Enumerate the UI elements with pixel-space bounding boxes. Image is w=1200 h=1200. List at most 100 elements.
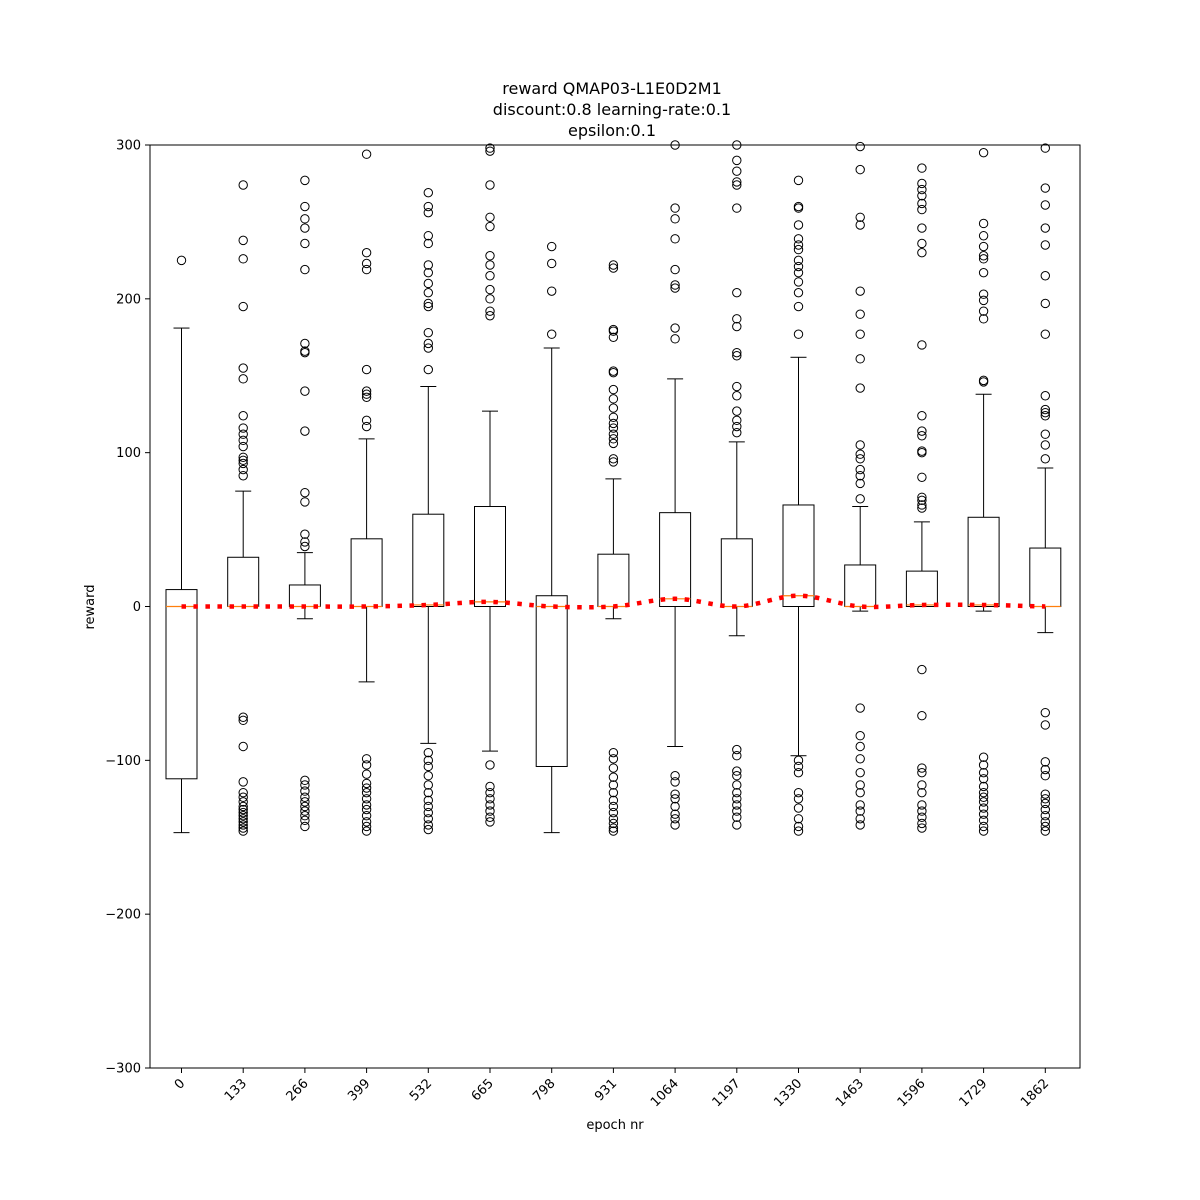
- flier-1729-17: [978, 781, 989, 792]
- flier-1197-13: [732, 406, 742, 416]
- flier-532-5: [423, 260, 433, 270]
- flier-665-13: [485, 781, 495, 792]
- flier-532-26: [423, 824, 433, 835]
- box-rect-1064: [659, 512, 692, 608]
- flier-1596-17: [917, 495, 927, 506]
- flier-1596-23: [917, 767, 927, 778]
- flier-266-24: [300, 815, 310, 826]
- flier-931-16: [608, 454, 619, 464]
- flier-931-24: [608, 795, 619, 806]
- flier-1596-7: [917, 238, 927, 249]
- flier-1197-1: [732, 155, 742, 166]
- flier-133-26: [238, 811, 248, 821]
- flier-665-18: [485, 812, 495, 822]
- flier-665-8: [485, 284, 495, 295]
- flier-1596-8: [917, 247, 927, 258]
- flier-1463-13: [855, 471, 865, 481]
- flier-1596-19: [917, 503, 927, 513]
- flier-133-24: [238, 804, 248, 815]
- flier-1596-11: [917, 426, 927, 436]
- flier-399-18: [361, 804, 372, 815]
- flier-1729-18: [978, 787, 989, 798]
- box-rect-798: [535, 595, 568, 767]
- flier-266-5: [300, 264, 310, 275]
- flier-1729-0: [978, 147, 989, 158]
- flier-133-6: [238, 411, 248, 421]
- flier-133-28: [238, 817, 248, 827]
- flier-1330-15: [793, 761, 804, 772]
- flier-1197-2: [732, 166, 742, 176]
- flier-1197-8: [732, 321, 742, 332]
- flier-1197-23: [732, 794, 742, 804]
- flier-1064-2: [670, 214, 680, 224]
- flier-1729-13: [978, 752, 989, 762]
- plot-area: [165, 140, 1062, 836]
- flier-931-6: [608, 367, 619, 378]
- flier-532-0: [423, 187, 433, 198]
- flier-1197-6: [732, 287, 742, 298]
- box-1463: [844, 141, 877, 830]
- flier-1463-25: [855, 814, 865, 824]
- flier-1596-27: [917, 806, 927, 816]
- flier-931-19: [608, 754, 619, 764]
- flier-1463-12: [855, 464, 865, 475]
- y-tick-label-200: 200: [116, 292, 141, 307]
- flier-931-25: [608, 801, 619, 812]
- flier-1197-9: [732, 347, 742, 358]
- flier-1862-18: [1040, 764, 1051, 775]
- box-rect-532: [412, 513, 445, 608]
- flier-1862-23: [1040, 804, 1051, 815]
- flier-0-0: [176, 255, 187, 266]
- chart-title-line-2: discount:0.8 learning-rate:0.1: [493, 100, 731, 119]
- flier-1596-1: [917, 178, 927, 189]
- flier-1463-24: [855, 806, 865, 816]
- flier-1330-0: [793, 175, 804, 186]
- flier-399-20: [361, 817, 372, 827]
- y-axis-ticks: −300 −200 −100 0 100 200 300: [105, 139, 150, 1077]
- flier-1330-10: [793, 277, 804, 287]
- flier-1596-25: [917, 787, 927, 798]
- box-1064: [659, 140, 692, 830]
- flier-133-20: [238, 787, 248, 798]
- flier-133-23: [238, 801, 248, 812]
- box-532: [412, 187, 445, 835]
- box-1330: [782, 175, 815, 836]
- flier-1463-5: [855, 309, 865, 319]
- flier-399-14: [361, 783, 372, 793]
- flier-1729-5: [978, 254, 989, 264]
- flier-931-0: [608, 260, 619, 270]
- flier-1729-8: [978, 295, 989, 306]
- flier-1064-15: [670, 814, 680, 824]
- y-tick-label-0: 0: [133, 600, 141, 615]
- flier-1064-1: [670, 203, 680, 213]
- flier-532-21: [423, 795, 433, 806]
- flier-1463-21: [855, 780, 865, 790]
- flier-399-0: [361, 149, 372, 159]
- flier-1330-8: [793, 261, 804, 272]
- flier-931-8: [608, 394, 619, 404]
- flier-532-18: [423, 771, 433, 781]
- flier-266-4: [300, 238, 310, 249]
- flier-1596-21: [917, 711, 927, 721]
- flier-133-17: [238, 715, 248, 726]
- flier-931-20: [608, 763, 619, 773]
- flier-133-9: [238, 435, 248, 446]
- flier-532-24: [423, 814, 433, 824]
- flier-1862-12: [1040, 429, 1051, 439]
- flier-266-19: [300, 792, 310, 802]
- flier-1197-10: [732, 351, 742, 361]
- flier-1463-10: [855, 449, 865, 459]
- flier-399-11: [361, 760, 372, 770]
- box-rect-1330: [782, 504, 815, 607]
- flier-931-3: [608, 326, 619, 336]
- flier-1064-14: [670, 809, 680, 819]
- flier-133-1: [238, 235, 248, 246]
- chart-title-line-1: reward QMAP03-L1E0D2M1: [502, 79, 722, 98]
- flier-1463-16: [855, 703, 865, 713]
- flier-1330-6: [793, 244, 804, 255]
- flier-1330-2: [793, 203, 804, 213]
- flier-266-2: [300, 214, 310, 224]
- flier-1330-5: [793, 240, 804, 250]
- flier-1596-15: [917, 472, 927, 482]
- flier-532-16: [423, 755, 433, 766]
